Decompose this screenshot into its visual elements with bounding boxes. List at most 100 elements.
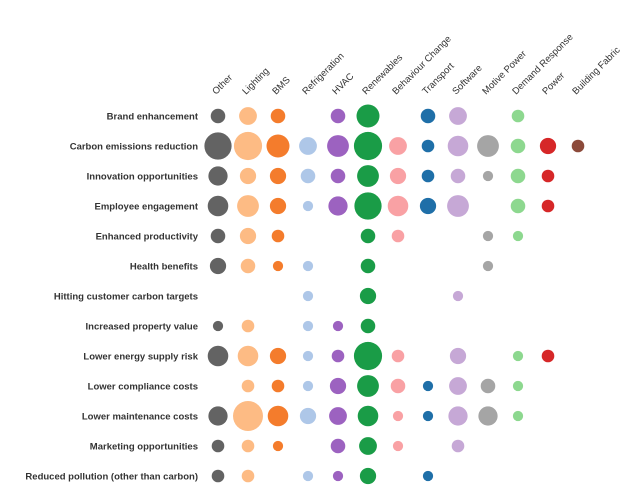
bubble-lower-energy-supply-risk-bms <box>269 347 287 365</box>
bubble-hitting-customer-carbon-targets-refrigeration <box>302 290 314 302</box>
column-label-hvac: HVAC <box>330 71 356 97</box>
bubble-reduced-pollution-other-than-carbon-transport <box>422 470 434 482</box>
bubble-reduced-pollution-other-than-carbon-renewables <box>359 467 377 485</box>
bubble-marketing-opportunities-other <box>211 439 225 453</box>
column-label-building-fabric: Building Fabric <box>570 45 622 97</box>
bubble-lower-maintenance-costs-demand-response <box>512 410 524 422</box>
bubble-innovation-opportunities-renewables <box>357 165 379 187</box>
bubble-innovation-opportunities-refrigeration <box>300 168 316 184</box>
bubble-health-benefits-bms <box>272 260 284 272</box>
bubble-hitting-customer-carbon-targets-renewables <box>359 287 377 305</box>
bubble-marketing-opportunities-software <box>451 439 465 453</box>
bubble-reduced-pollution-other-than-carbon-lighting <box>241 469 255 483</box>
bubble-enhanced-productivity-motive-power <box>482 230 494 242</box>
bubble-lower-energy-supply-risk-demand-response <box>512 350 524 362</box>
bubble-lower-maintenance-costs-bms <box>267 405 289 427</box>
bubble-innovation-opportunities-demand-response <box>510 168 526 184</box>
bubble-carbon-emissions-reduction-refrigeration <box>299 137 317 155</box>
bubble-hitting-customer-carbon-targets-software <box>452 290 464 302</box>
bubble-carbon-emissions-reduction-behaviour-change <box>389 137 407 155</box>
bubble-lower-maintenance-costs-behaviour-change <box>392 410 404 422</box>
row-label-employee-engagement: Employee engagement <box>95 202 199 213</box>
bubble-reduced-pollution-other-than-carbon-other <box>211 469 225 483</box>
column-label-power: Power <box>540 70 567 97</box>
bubble-lower-maintenance-costs-lighting <box>233 401 263 431</box>
bubble-enhanced-productivity-other <box>210 228 226 244</box>
bubble-increased-property-value-hvac <box>332 320 344 332</box>
bubble-lower-compliance-costs-hvac <box>329 377 347 395</box>
bubble-brand-enhancement-renewables <box>356 104 380 128</box>
bubble-marketing-opportunities-renewables <box>359 437 377 455</box>
row-label-innovation-opportunities: Innovation opportunities <box>87 172 198 183</box>
bubble-employee-engagement-hvac <box>328 196 348 216</box>
bubble-lower-maintenance-costs-software <box>448 406 468 426</box>
bubble-carbon-emissions-reduction-hvac <box>327 135 349 157</box>
bubble-carbon-emissions-reduction-software <box>447 135 469 157</box>
bubble-health-benefits-other <box>209 257 227 275</box>
row-label-increased-property-value: Increased property value <box>86 322 198 333</box>
bubble-health-benefits-lighting <box>240 258 256 274</box>
bubble-lower-energy-supply-risk-software <box>449 347 467 365</box>
column-label-other: Other <box>210 73 235 98</box>
bubble-innovation-opportunities-transport <box>421 169 435 183</box>
bubble-brand-enhancement-transport <box>420 108 436 124</box>
bubble-marketing-opportunities-lighting <box>241 439 255 453</box>
bubble-lower-energy-supply-risk-refrigeration <box>302 350 314 362</box>
bubble-lower-maintenance-costs-transport <box>422 410 434 422</box>
bubble-brand-enhancement-software <box>449 107 467 125</box>
bubble-innovation-opportunities-hvac <box>330 168 346 184</box>
bubble-reduced-pollution-other-than-carbon-hvac <box>332 470 344 482</box>
bubble-innovation-opportunities-bms <box>269 167 287 185</box>
bubble-carbon-emissions-reduction-bms <box>266 134 290 158</box>
column-label-bms: BMS <box>270 75 292 97</box>
bubble-carbon-emissions-reduction-transport <box>421 139 435 153</box>
row-label-reduced-pollution-other-than-carbon: Reduced pollution (other than carbon) <box>25 472 198 483</box>
bubble-lower-compliance-costs-software <box>449 377 467 395</box>
bubble-innovation-opportunities-behaviour-change <box>389 167 407 185</box>
bubble-innovation-opportunities-other <box>208 166 228 186</box>
bubble-carbon-emissions-reduction-building-fabric <box>571 139 585 153</box>
bubble-lower-compliance-costs-motive-power <box>480 378 496 394</box>
bubble-health-benefits-refrigeration <box>302 260 314 272</box>
bubble-carbon-emissions-reduction-other <box>204 132 232 160</box>
bubble-innovation-opportunities-power <box>541 169 555 183</box>
bubble-lower-maintenance-costs-refrigeration <box>299 407 317 425</box>
row-label-enhanced-productivity: Enhanced productivity <box>96 232 199 243</box>
bubble-increased-property-value-other <box>212 320 224 332</box>
bubble-lower-energy-supply-risk-hvac <box>331 349 345 363</box>
bubble-lower-compliance-costs-renewables <box>357 375 379 397</box>
bubble-innovation-opportunities-motive-power <box>482 170 494 182</box>
row-label-brand-enhancement: Brand enhancement <box>107 112 199 123</box>
bubble-lower-energy-supply-risk-power <box>541 349 555 363</box>
bubble-lower-energy-supply-risk-lighting <box>237 345 259 367</box>
bubble-brand-enhancement-bms <box>270 108 286 124</box>
bubble-employee-engagement-transport <box>419 197 437 215</box>
bubble-lower-compliance-costs-transport <box>422 380 434 392</box>
row-label-marketing-opportunities: Marketing opportunities <box>90 442 198 453</box>
bubble-marketing-opportunities-behaviour-change <box>392 440 404 452</box>
bubble-lower-maintenance-costs-renewables <box>357 405 379 427</box>
bubble-lower-compliance-costs-refrigeration <box>302 380 314 392</box>
bubble-lower-maintenance-costs-other <box>208 406 228 426</box>
row-label-lower-maintenance-costs: Lower maintenance costs <box>82 412 198 423</box>
row-label-lower-compliance-costs: Lower compliance costs <box>88 382 198 393</box>
bubble-brand-enhancement-hvac <box>330 108 346 124</box>
bubble-marketing-opportunities-hvac <box>330 438 346 454</box>
bubble-enhanced-productivity-behaviour-change <box>391 229 405 243</box>
bubble-lower-compliance-costs-demand-response <box>512 380 524 392</box>
bubble-employee-engagement-bms <box>269 197 287 215</box>
bubble-carbon-emissions-reduction-motive-power <box>477 135 499 157</box>
bubble-increased-property-value-refrigeration <box>302 320 314 332</box>
bubble-increased-property-value-renewables <box>360 318 376 334</box>
bubble-carbon-emissions-reduction-power <box>539 137 557 155</box>
bubble-lower-energy-supply-risk-other <box>207 345 229 367</box>
bubble-enhanced-productivity-bms <box>271 229 285 243</box>
bubble-employee-engagement-other <box>207 195 229 217</box>
bubble-lower-maintenance-costs-hvac <box>329 407 347 425</box>
bubble-innovation-opportunities-lighting <box>239 167 257 185</box>
bubble-employee-engagement-software <box>447 195 469 217</box>
bubble-health-benefits-renewables <box>360 258 376 274</box>
bubble-innovation-opportunities-software <box>450 168 466 184</box>
bubble-marketing-opportunities-bms <box>272 440 284 452</box>
bubble-carbon-emissions-reduction-demand-response <box>510 138 526 154</box>
